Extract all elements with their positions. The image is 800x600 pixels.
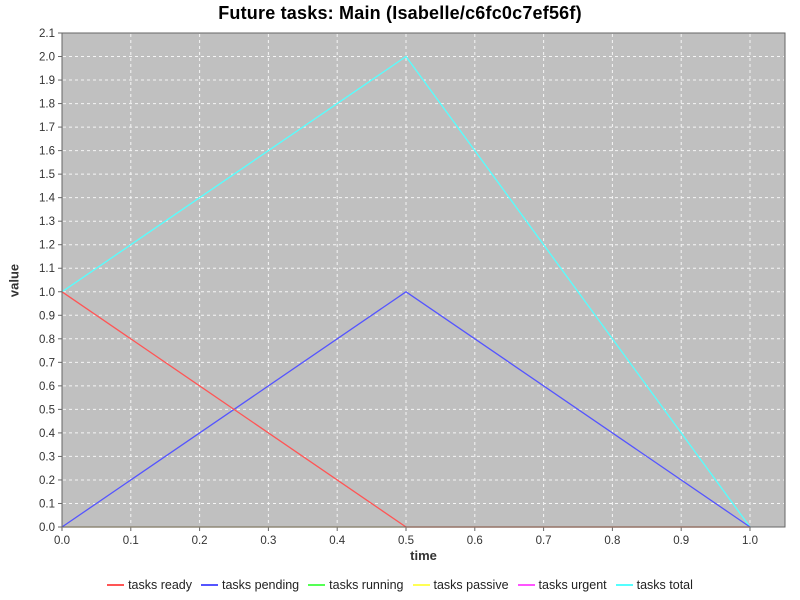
y-tick-label: 1.5 bbox=[39, 169, 55, 181]
x-tick-label: 0.9 bbox=[673, 535, 689, 547]
y-tick-label: 0.4 bbox=[39, 428, 56, 440]
legend-item-tasks-urgent: tasks urgent bbox=[517, 578, 607, 592]
x-tick-label: 0.5 bbox=[398, 535, 414, 547]
y-tick-label: 1.7 bbox=[39, 122, 55, 134]
y-tick-label: 1.1 bbox=[39, 263, 55, 275]
series-line-tasks-pending bbox=[61, 291, 751, 528]
x-tick-label: 0.7 bbox=[536, 535, 552, 547]
y-tick-label: 1.0 bbox=[39, 287, 55, 299]
x-tick-label: 0.6 bbox=[467, 535, 483, 547]
legend-line-marker bbox=[615, 584, 633, 586]
y-tick-label: 0.6 bbox=[39, 381, 55, 393]
y-tick-label: 0.2 bbox=[39, 475, 55, 487]
legend-label: tasks pending bbox=[222, 578, 300, 592]
axis-tick-labels: 0.0 0.1 0.2 0.3 0.4 0.5 0.6 0.7 0.8 0.9 1.0 1.1 1.2 1… bbox=[39, 28, 758, 547]
series-line-tasks-total bbox=[61, 55, 751, 528]
y-tick-label: 0.5 bbox=[39, 404, 55, 416]
legend: tasks ready tasks pending tasks running tas… bbox=[0, 578, 800, 592]
plot-area: 0.0 0.1 0.2 0.3 0.4 0.5 0.6 0.7 0.8 0.9 1.0 1.1 1.2 1… bbox=[39, 28, 786, 547]
axis-ticks bbox=[58, 32, 751, 531]
y-tick-label: 0.0 bbox=[39, 522, 55, 534]
x-tick-label: 1.0 bbox=[742, 535, 758, 547]
plot-border bbox=[61, 32, 786, 528]
legend-item-tasks-ready: tasks ready bbox=[107, 578, 192, 592]
legend-label: tasks passive bbox=[433, 578, 509, 592]
y-tick-label: 1.3 bbox=[39, 216, 55, 228]
x-tick-label: 0.4 bbox=[329, 535, 346, 547]
legend-label: tasks running bbox=[329, 578, 404, 592]
y-tick-label: 1.2 bbox=[39, 240, 55, 252]
y-tick-label: 2.0 bbox=[39, 52, 55, 64]
legend-line-marker bbox=[517, 584, 535, 586]
x-tick-label: 0.2 bbox=[192, 535, 208, 547]
y-axis-label: value bbox=[6, 263, 22, 298]
legend-item-tasks-total: tasks total bbox=[615, 578, 693, 592]
chart-title: Future tasks: Main (Isabelle/c6fc0c7ef56… bbox=[218, 3, 582, 23]
legend-item-tasks-pending: tasks pending bbox=[201, 578, 299, 592]
legend-item-tasks-passive: tasks passive bbox=[412, 578, 509, 592]
legend-label: tasks ready bbox=[128, 578, 192, 592]
y-tick-label: 0.9 bbox=[39, 310, 55, 322]
gridlines bbox=[63, 34, 784, 526]
y-tick-label: 0.7 bbox=[39, 357, 55, 369]
x-tick-label: 0.3 bbox=[260, 535, 276, 547]
y-tick-label: 0.1 bbox=[39, 498, 55, 510]
x-tick-label: 0.1 bbox=[123, 535, 139, 547]
legend-item-tasks-running: tasks running bbox=[308, 578, 404, 592]
legend-line-marker bbox=[107, 584, 125, 586]
y-tick-label: 0.8 bbox=[39, 334, 55, 346]
y-tick-label: 1.8 bbox=[39, 99, 55, 111]
legend-label: tasks urgent bbox=[538, 578, 607, 592]
y-tick-label: 2.1 bbox=[39, 28, 55, 40]
x-axis-label: time bbox=[410, 548, 437, 563]
x-tick-label: 0.0 bbox=[54, 535, 70, 547]
y-tick-label: 0.3 bbox=[39, 451, 55, 463]
y-tick-label: 1.6 bbox=[39, 146, 55, 158]
legend-line-marker bbox=[412, 584, 430, 586]
y-tick-label: 1.4 bbox=[39, 193, 56, 205]
legend-label: tasks total bbox=[636, 578, 693, 592]
y-tick-label: 1.9 bbox=[39, 75, 55, 87]
legend-line-marker bbox=[201, 584, 218, 586]
x-tick-label: 0.8 bbox=[604, 535, 620, 547]
legend-line-marker bbox=[308, 584, 326, 586]
